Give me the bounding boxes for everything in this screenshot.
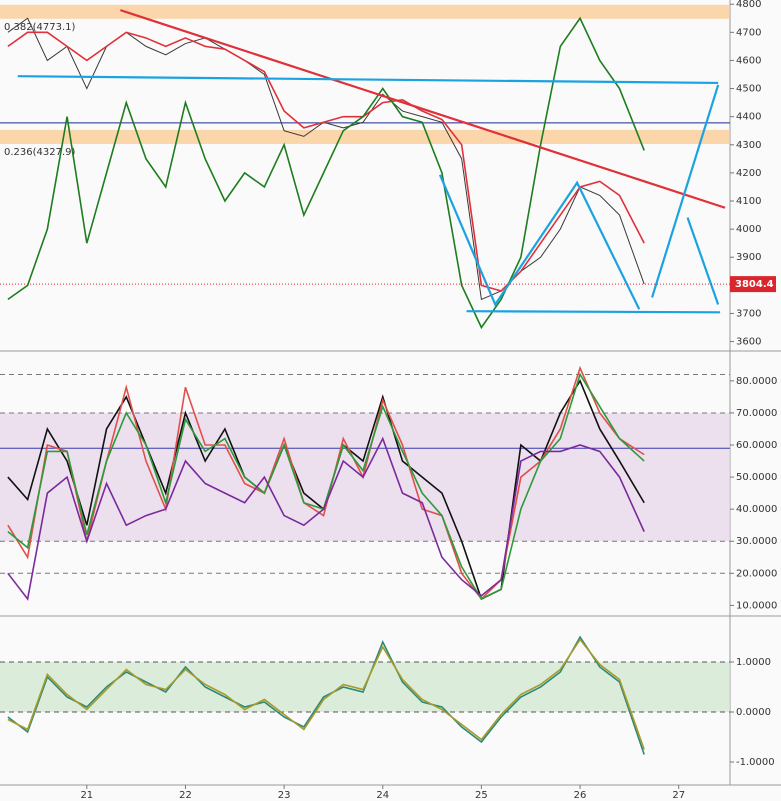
y-tick-label: 4000 bbox=[736, 224, 761, 235]
y-tick-label: 40.0000 bbox=[736, 504, 777, 515]
series-line bbox=[7, 16, 645, 330]
x-tick-label: 23 bbox=[278, 790, 291, 801]
y-tick-label: 4600 bbox=[736, 55, 761, 66]
y-tick-label: 10.0000 bbox=[736, 600, 777, 611]
trend-line bbox=[17, 75, 719, 85]
y-tick-label: 80.0000 bbox=[736, 376, 777, 387]
fib-band bbox=[0, 4, 730, 19]
trend-line bbox=[120, 9, 726, 209]
y-tick-label: 1.0000 bbox=[736, 657, 771, 668]
y-tick-label: 60.0000 bbox=[736, 440, 777, 451]
y-tick-label: 4300 bbox=[736, 140, 761, 151]
trend-line bbox=[438, 174, 641, 310]
fib-label: 0.382(4773.1) bbox=[4, 22, 76, 33]
trend-line bbox=[686, 217, 720, 305]
last-price-box bbox=[730, 276, 776, 293]
y-tick-label: 4100 bbox=[736, 196, 761, 207]
y-tick-label: 4500 bbox=[736, 84, 761, 95]
y-tick-label: 70.0000 bbox=[736, 408, 777, 419]
last-price-label: 3804.4 bbox=[735, 279, 774, 290]
series-line bbox=[7, 365, 645, 601]
x-tick-label: 25 bbox=[475, 790, 488, 801]
y-tick-label: 4200 bbox=[736, 168, 761, 179]
y-tick-label: 3900 bbox=[736, 252, 761, 263]
y-tick-label: 3600 bbox=[736, 337, 761, 348]
x-tick-label: 21 bbox=[80, 790, 93, 801]
y-tick-label: 4700 bbox=[736, 27, 761, 38]
x-tick-label: 22 bbox=[179, 790, 192, 801]
trend-line bbox=[466, 310, 721, 314]
series-line bbox=[7, 638, 645, 750]
fib-label: 0.236(4327.9) bbox=[4, 147, 76, 158]
fib-band bbox=[0, 129, 730, 144]
y-tick-label: 50.0000 bbox=[736, 472, 777, 483]
trend-line bbox=[651, 84, 720, 298]
x-tick-label: 26 bbox=[574, 790, 587, 801]
series-line bbox=[7, 31, 645, 292]
y-tick-label: 20.0000 bbox=[736, 568, 777, 579]
band bbox=[0, 412, 730, 542]
x-tick-label: 24 bbox=[376, 790, 389, 801]
y-tick-label: 4800 bbox=[736, 0, 761, 10]
series-line bbox=[7, 436, 645, 601]
x-tick-label: 27 bbox=[672, 790, 685, 801]
y-tick-label: 0.0000 bbox=[736, 707, 771, 718]
y-tick-label: 3700 bbox=[736, 308, 761, 319]
y-tick-label: 30.0000 bbox=[736, 536, 777, 547]
y-tick-label: 4400 bbox=[736, 112, 761, 123]
y-tick-label: -1.0000 bbox=[736, 757, 775, 768]
